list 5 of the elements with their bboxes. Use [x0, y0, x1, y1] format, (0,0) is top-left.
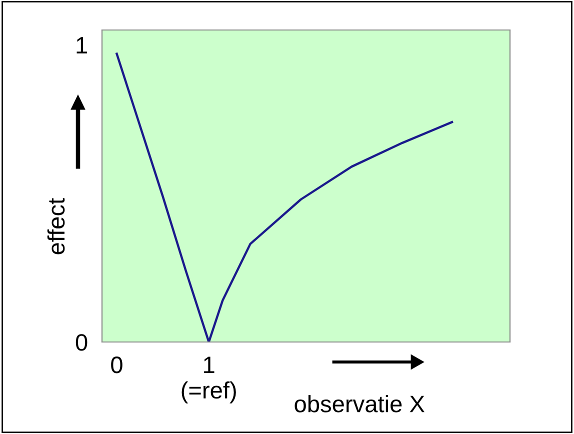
y-axis-title: effect [47, 198, 65, 254]
x-axis-title: observatie X [294, 395, 425, 412]
x-tick-label: 1 (=ref) [182, 356, 236, 404]
line-series [116, 52, 454, 342]
y-tick-label: 1 [76, 37, 87, 54]
